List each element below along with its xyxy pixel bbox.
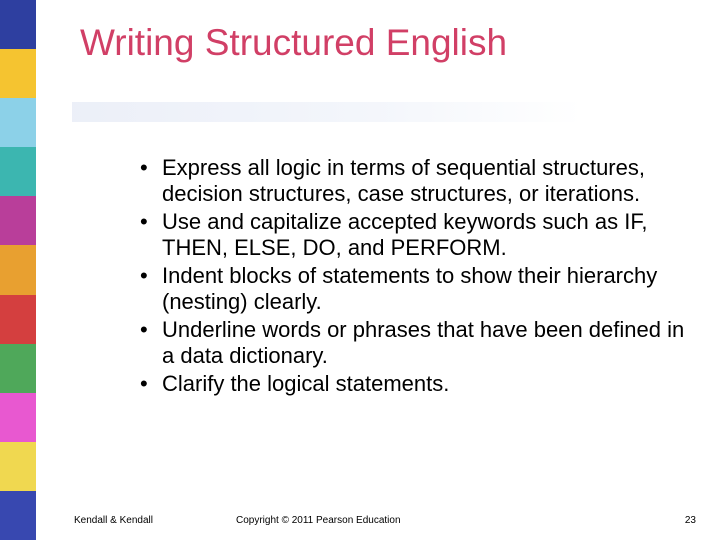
bullet-list: Express all logic in terms of sequential…: [140, 155, 700, 399]
bullet-item: Express all logic in terms of sequential…: [140, 155, 700, 207]
sidebar-color-block: [0, 0, 36, 49]
decorative-sidebar: [0, 0, 36, 540]
footer-authors: Kendall & Kendall: [74, 515, 153, 526]
sidebar-color-block: [0, 98, 36, 147]
sidebar-color-block: [0, 344, 36, 393]
sidebar-color-block: [0, 49, 36, 98]
slide-title: Writing Structured English: [36, 0, 720, 64]
sidebar-color-block: [0, 147, 36, 196]
footer-page-number: 23: [685, 515, 696, 526]
sidebar-color-block: [0, 442, 36, 491]
sidebar-color-block: [0, 393, 36, 442]
title-underline: [72, 102, 582, 122]
bullet-item: Indent blocks of statements to show thei…: [140, 263, 700, 315]
sidebar-color-block: [0, 491, 36, 540]
bullet-item: Clarify the logical statements.: [140, 371, 700, 397]
sidebar-color-block: [0, 295, 36, 344]
bullet-item: Underline words or phrases that have bee…: [140, 317, 700, 369]
bullet-item: Use and capitalize accepted keywords suc…: [140, 209, 700, 261]
sidebar-color-block: [0, 245, 36, 294]
sidebar-color-block: [0, 196, 36, 245]
footer-copyright: Copyright © 2011 Pearson Education: [236, 515, 401, 526]
slide-content: Writing Structured English Express all l…: [36, 0, 720, 540]
